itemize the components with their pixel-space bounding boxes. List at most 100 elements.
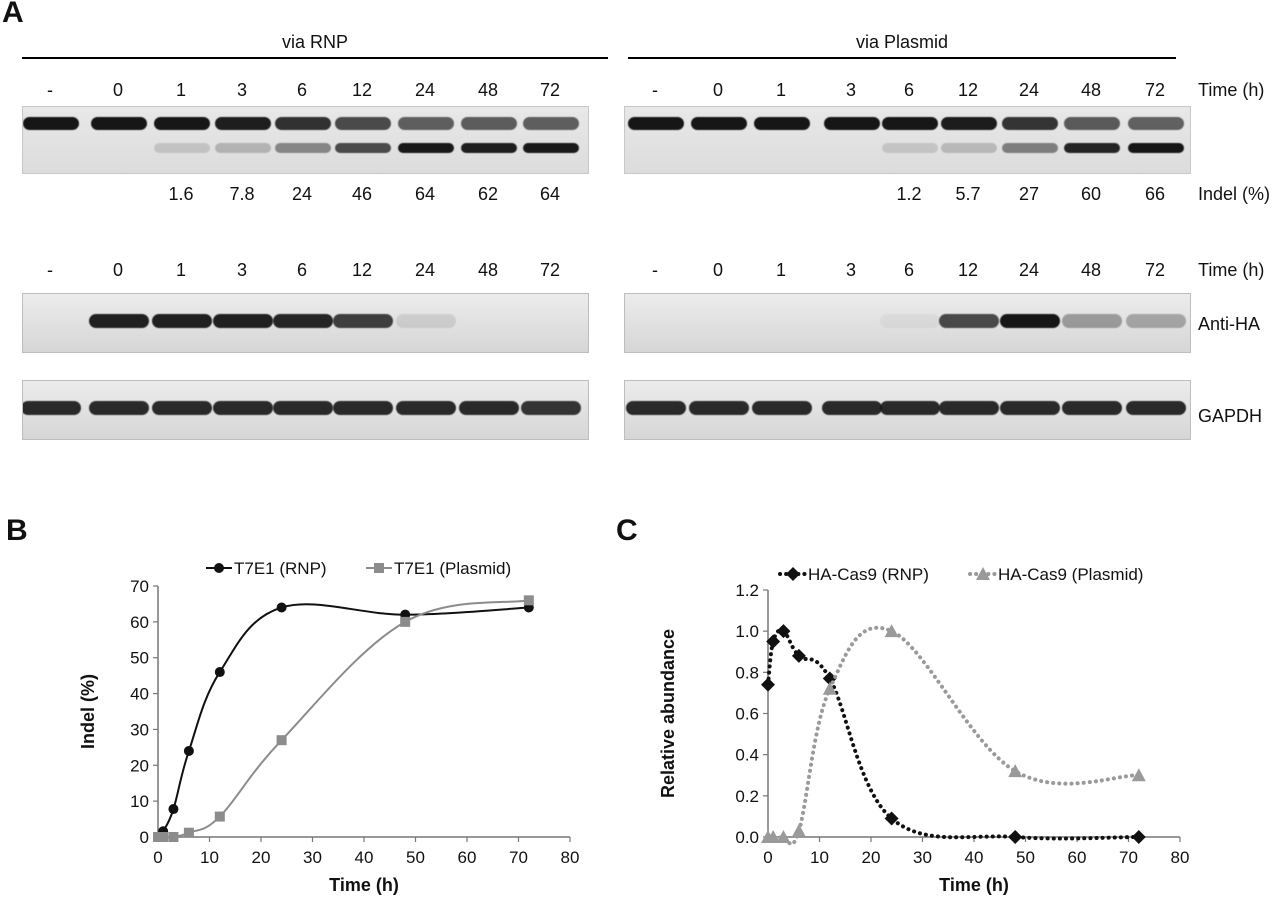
uncut-band bbox=[398, 117, 454, 130]
data-point-1 bbox=[1131, 768, 1146, 782]
anti-ha-band bbox=[152, 314, 212, 328]
y-tick-label: 1.2 bbox=[735, 581, 759, 600]
lane-label-plasmid-top: - bbox=[652, 80, 658, 100]
gapdh-band bbox=[626, 401, 686, 415]
lane-label-plasmid-bottom: 24 bbox=[1018, 260, 1040, 280]
lane-label-plasmid-top: 6 bbox=[903, 80, 914, 100]
x-tick-label: 0 bbox=[763, 848, 772, 867]
lane-label-plasmid-top: 1 bbox=[775, 80, 786, 100]
series-line-1 bbox=[158, 599, 529, 839]
x-tick-label: 70 bbox=[509, 848, 528, 867]
data-point-1 bbox=[276, 735, 287, 746]
anti-ha-band bbox=[1062, 314, 1122, 328]
x-tick-label: 70 bbox=[1119, 848, 1138, 867]
cleaved-band bbox=[941, 143, 997, 153]
cleaved-band bbox=[335, 143, 391, 153]
y-tick-label: 1.0 bbox=[735, 622, 759, 641]
indel-value-rnp: 46 bbox=[351, 184, 373, 204]
cleaved-band bbox=[882, 143, 938, 153]
x-tick-label: 50 bbox=[406, 848, 425, 867]
y-tick-label: 30 bbox=[130, 720, 149, 739]
data-point-1 bbox=[884, 624, 899, 638]
data-point-1 bbox=[183, 827, 194, 838]
x-tick-label: 10 bbox=[200, 848, 219, 867]
gapdh-blot-plasmid bbox=[624, 380, 1191, 440]
series-line-0 bbox=[157, 603, 529, 838]
uncut-band bbox=[154, 117, 210, 130]
lane-label-plasmid-bottom: 0 bbox=[712, 260, 723, 280]
indel-value-rnp: 64 bbox=[414, 184, 436, 204]
time-label-bottom: Time (h) bbox=[1198, 260, 1265, 280]
gapdh-band bbox=[152, 401, 212, 415]
lane-label-plasmid-bottom: - bbox=[652, 260, 658, 280]
indel-value-plasmid: 66 bbox=[1144, 184, 1166, 204]
anti-ha-band bbox=[213, 314, 273, 328]
panel-b-letter: B bbox=[6, 514, 28, 547]
lane-label-plasmid-bottom: 12 bbox=[957, 260, 979, 280]
time-label-top: Time (h) bbox=[1198, 80, 1265, 100]
y-tick-label: 10 bbox=[130, 792, 149, 811]
y-tick-label: 0.2 bbox=[735, 787, 759, 806]
data-point-0 bbox=[1008, 830, 1023, 844]
data-point-0 bbox=[791, 648, 806, 663]
indel-value-rnp: 1.6 bbox=[168, 184, 194, 204]
gapdh-blot-rnp bbox=[22, 380, 589, 440]
x-axis-label: Time (h) bbox=[939, 875, 1009, 895]
gapdh-band bbox=[1062, 401, 1122, 415]
lane-label-rnp-bottom: 3 bbox=[236, 260, 247, 280]
uncut-band bbox=[882, 117, 938, 130]
t7e1-gel-plasmid bbox=[624, 106, 1191, 174]
y-axis-label: Indel (%) bbox=[78, 674, 98, 749]
cleaved-band bbox=[215, 143, 271, 153]
legend-label-1: T7E1 (Plasmid) bbox=[394, 559, 511, 578]
indel-value-rnp: 24 bbox=[291, 184, 313, 204]
gapdh-band bbox=[752, 401, 812, 415]
lane-label-plasmid-bottom: 6 bbox=[903, 260, 914, 280]
data-point-1 bbox=[153, 832, 163, 842]
y-axis-label: Relative abundance bbox=[658, 629, 678, 798]
gapdh-band bbox=[689, 401, 749, 415]
data-point-0 bbox=[214, 667, 225, 678]
rnp-group-title: via RNP bbox=[281, 32, 348, 52]
lane-label-rnp-top: 24 bbox=[414, 80, 436, 100]
indel-value-rnp: 62 bbox=[477, 184, 499, 204]
rnp-group-line bbox=[22, 57, 608, 59]
lane-label-plasmid-top: 48 bbox=[1080, 80, 1102, 100]
x-tick-label: 20 bbox=[252, 848, 271, 867]
x-tick-label: 20 bbox=[862, 848, 881, 867]
legend-marker-1 bbox=[976, 567, 990, 580]
cleaved-band bbox=[275, 143, 331, 153]
data-point-1 bbox=[791, 823, 806, 837]
y-tick-label: 0 bbox=[140, 828, 149, 847]
antiha-label: Anti-HA bbox=[1198, 314, 1261, 334]
anti-ha-band bbox=[1126, 314, 1186, 328]
gapdh-band bbox=[89, 401, 149, 415]
x-axis-label: Time (h) bbox=[329, 875, 399, 895]
gapdh-band bbox=[939, 401, 999, 415]
legend-label-1: HA-Cas9 (Plasmid) bbox=[998, 565, 1143, 584]
cleaved-band bbox=[523, 143, 579, 153]
data-point-1 bbox=[523, 595, 534, 606]
cleaved-band bbox=[1002, 143, 1058, 153]
gapdh-band bbox=[1126, 401, 1186, 415]
lane-label-rnp-bottom: 24 bbox=[414, 260, 436, 280]
data-point-1 bbox=[822, 681, 837, 695]
data-point-1 bbox=[158, 832, 169, 842]
y-tick-label: 70 bbox=[130, 577, 149, 596]
x-tick-label: 30 bbox=[303, 848, 322, 867]
uncut-band bbox=[275, 117, 331, 130]
uncut-band bbox=[691, 117, 747, 130]
x-tick-label: 80 bbox=[1171, 848, 1190, 867]
lane-label-rnp-top: 0 bbox=[112, 80, 123, 100]
anti-ha-band bbox=[333, 314, 393, 328]
lane-label-rnp-top: 1 bbox=[175, 80, 186, 100]
data-point-1 bbox=[776, 830, 791, 843]
lane-label-rnp-bottom: 12 bbox=[351, 260, 373, 280]
y-tick-label: 60 bbox=[130, 613, 149, 632]
data-point-1 bbox=[1008, 764, 1023, 778]
indel-value-rnp: 64 bbox=[539, 184, 561, 204]
y-tick-label: 40 bbox=[130, 685, 149, 704]
uncut-band bbox=[23, 117, 79, 130]
chart-b-indel: 0 10 20 30 40 50 60 70 80 0 10 20 30 40 50 60 70 Time (h)… bbox=[78, 559, 579, 895]
uncut-band bbox=[335, 117, 391, 130]
